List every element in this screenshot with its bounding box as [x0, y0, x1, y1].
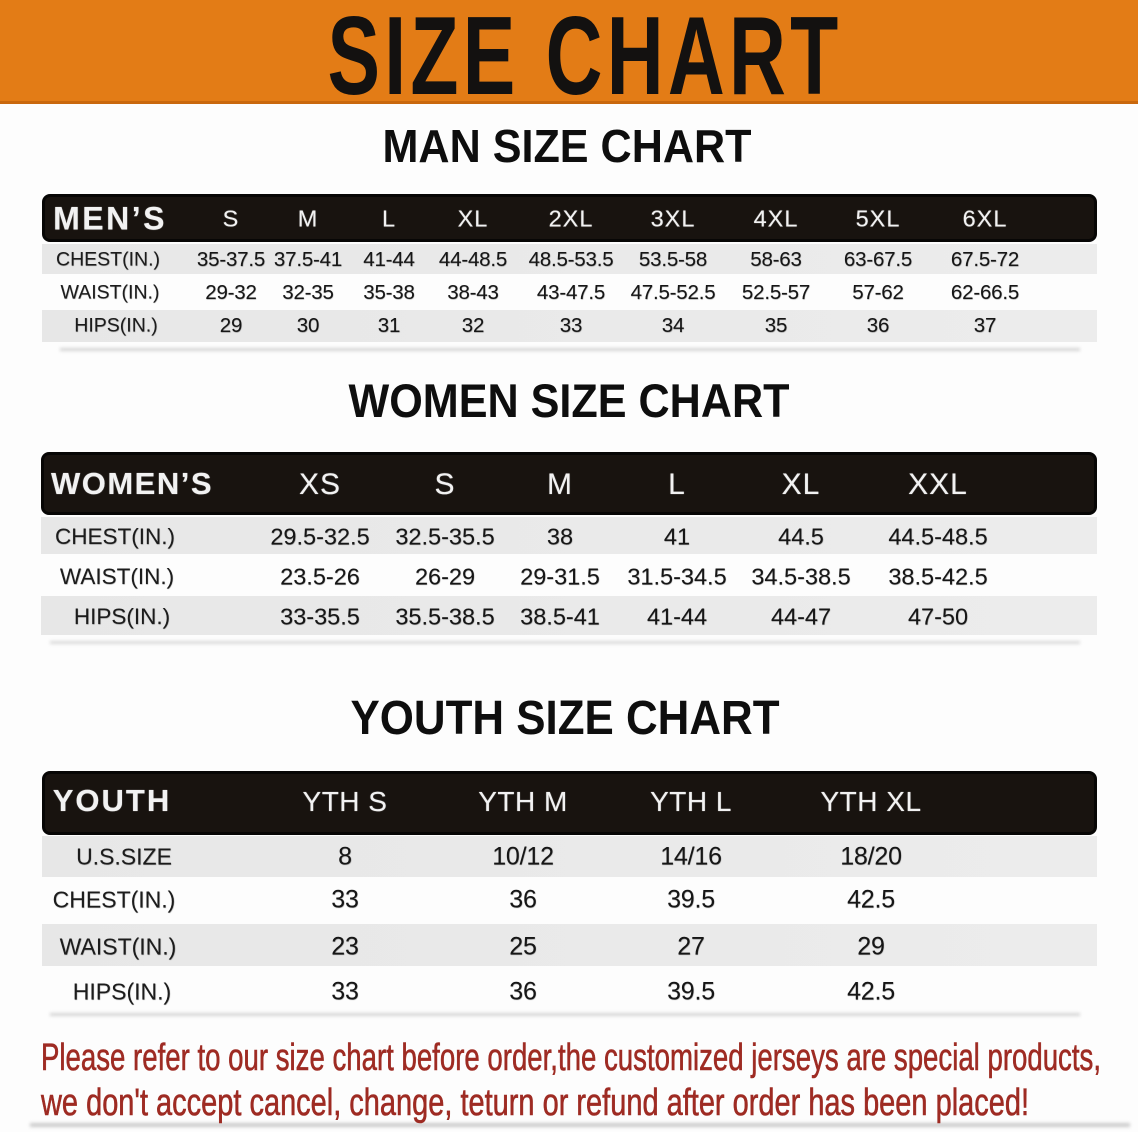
- svg-text:YOUTH SIZE CHART: YOUTH SIZE CHART: [351, 692, 780, 745]
- svg-text:SIZE CHART: SIZE CHART: [328, 0, 843, 118]
- svg-text:Please refer to our size chart: Please refer to our size chart before or…: [41, 1037, 1101, 1079]
- svg-text:MAN SIZE CHART: MAN SIZE CHART: [383, 120, 752, 172]
- svg-text:WOMEN SIZE CHART: WOMEN SIZE CHART: [349, 374, 790, 427]
- svg-text:we don't accept cancel, change: we don't accept cancel, change, teturn o…: [40, 1082, 1029, 1124]
